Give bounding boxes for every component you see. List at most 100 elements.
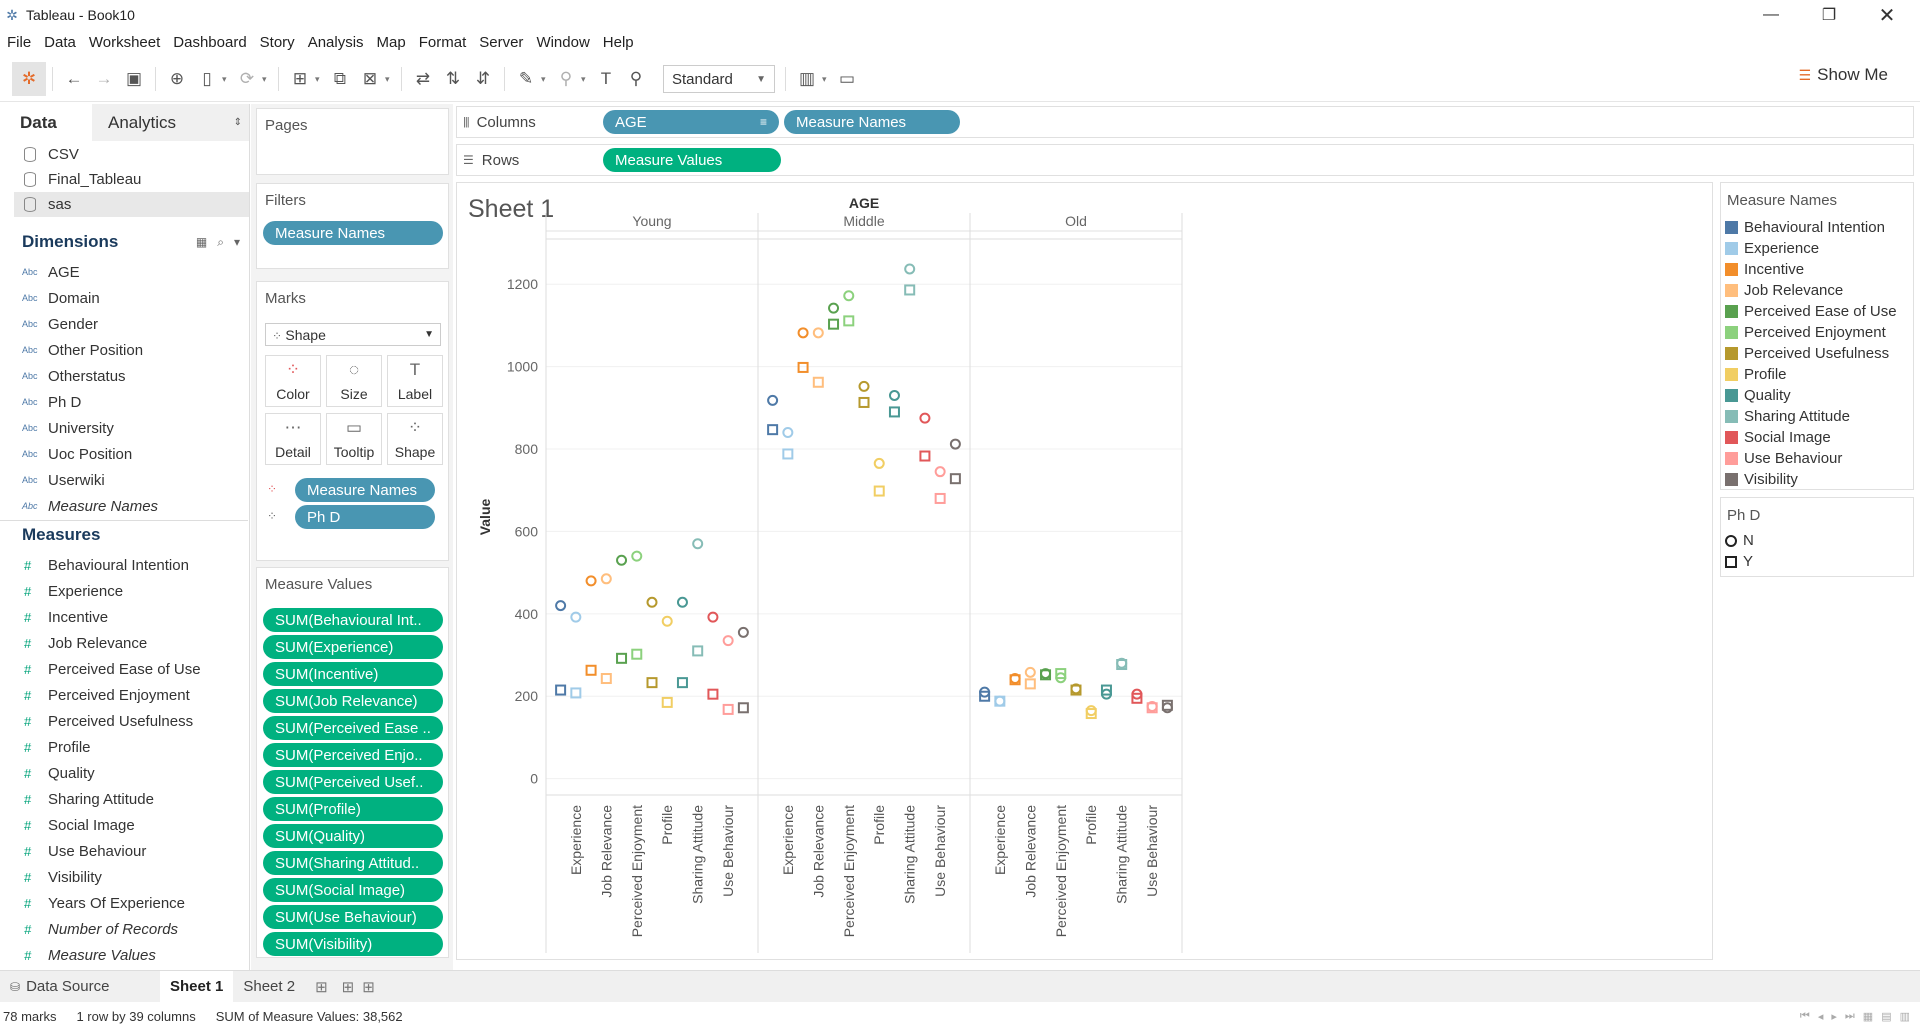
legend-item[interactable]: Perceived Usefulness [1721,343,1913,364]
legend-item[interactable]: Behavioural Intention [1721,217,1913,238]
datasource-item[interactable]: sas [14,192,250,217]
pin-axes-icon[interactable]: ⚲ [629,69,643,88]
mark-circle[interactable] [782,427,794,439]
mark-circle[interactable] [707,611,719,623]
measure-value-pill[interactable]: SUM(Experience) [263,635,443,659]
mark-circle[interactable] [616,554,628,566]
mark-square[interactable] [722,703,734,715]
measure-value-pill[interactable]: SUM(Behavioural Int.. [263,608,443,632]
columns-pill-age[interactable]: AGE ≡ [603,110,779,134]
mark-square[interactable] [949,473,961,485]
mark-square[interactable] [661,696,673,708]
measure-value-pill[interactable]: SUM(Profile) [263,797,443,821]
mark-circle[interactable] [585,575,597,587]
mark-circle[interactable] [858,380,870,392]
mark-square[interactable] [828,318,840,330]
close-icon[interactable]: ✕ [1878,4,1896,27]
mark-circle[interactable] [828,302,840,314]
legend-item[interactable]: Profile [1721,364,1913,385]
measure-value-pill[interactable]: SUM(Visibility) [263,932,443,956]
presentation-mode-icon[interactable]: ▭ [838,69,856,88]
mark-square[interactable] [858,396,870,408]
rows-shelf[interactable]: ☰ Rows Measure Values [456,144,1914,176]
mark-square[interactable] [646,677,658,689]
mark-circle[interactable] [737,626,749,638]
measure-value-pill[interactable]: SUM(Incentive) [263,662,443,686]
filter-pill-measure-names[interactable]: Measure Names [263,221,443,245]
mark-circle[interactable] [570,611,582,623]
group-members-icon[interactable]: ⚲ [559,69,573,88]
chevron-down-icon[interactable]: ▾ [233,234,240,249]
legend-item[interactable]: Sharing Attitude [1721,406,1913,427]
measure-field[interactable]: # Number of Records [0,916,250,942]
legend-item[interactable]: Perceived Enjoyment [1721,322,1913,343]
marks-pill-phd[interactable]: Ph D [295,505,435,529]
measure-field[interactable]: # Quality [0,760,250,786]
mark-square[interactable] [812,376,824,388]
measure-field[interactable]: # Incentive [0,604,250,630]
mark-circle[interactable] [994,695,1006,707]
mark-square[interactable] [570,687,582,699]
fit-dropdown[interactable]: Standard ▼ [663,65,775,93]
measure-field[interactable]: # Visibility [0,864,250,890]
mark-circle[interactable] [1085,705,1097,717]
new-data-source-icon[interactable]: ⊕ [169,69,185,88]
mark-square[interactable] [979,690,991,702]
measure-field[interactable]: # Sharing Attitude [0,786,250,812]
menu-story[interactable]: Story [259,33,295,51]
mark-square[interactable] [1116,659,1128,671]
tabs-view-icon[interactable]: ▥ [1899,1011,1910,1023]
mark-square[interactable] [888,406,900,418]
menu-format[interactable]: Format [418,33,467,51]
grid-view-icon[interactable]: ▦ [195,234,208,249]
undo-icon[interactable]: ← [65,69,83,88]
menu-server[interactable]: Server [479,33,524,51]
measure-field[interactable]: # Experience [0,578,250,604]
color-button[interactable]: ⁘ Color [265,355,321,407]
measure-value-pill[interactable]: SUM(Sharing Attitud.. [263,851,443,875]
mark-circle[interactable] [1024,666,1036,678]
mark-square[interactable] [737,702,749,714]
measure-field[interactable]: # Profile [0,734,250,760]
dimension-field[interactable]: Abc Other Position [0,337,250,363]
legend-item[interactable]: Experience [1721,238,1913,259]
mark-square[interactable] [1131,692,1143,704]
new-story-icon[interactable]: ⊞ [362,978,375,996]
measure-value-pill[interactable]: SUM(Use Behaviour) [263,905,443,929]
measure-value-pill[interactable]: SUM(Perceived Usef.. [263,770,443,794]
chevron-down-icon[interactable]: ▾ [262,73,267,84]
filmstrip-view-icon[interactable]: ▤ [1881,1011,1892,1023]
measure-field[interactable]: # Measure Values [0,942,250,968]
mark-square[interactable] [676,677,688,689]
mark-circle[interactable] [797,327,809,339]
mark-square[interactable] [555,684,567,696]
chevron-down-icon[interactable]: ▾ [222,73,227,84]
columns-pill-measure-names[interactable]: Measure Names [784,110,960,134]
rows-pill-measure-values[interactable]: Measure Values [603,148,781,172]
mark-square[interactable] [1040,669,1052,681]
mark-circle[interactable] [1161,702,1173,714]
measure-field[interactable]: # Social Image [0,812,250,838]
mark-circle[interactable] [722,635,734,647]
mark-square[interactable] [1055,668,1067,680]
show-me-button[interactable]: ☰ Show Me [1799,65,1888,85]
legend-item[interactable]: Use Behaviour [1721,448,1913,469]
measure-value-pill[interactable]: SUM(Job Relevance) [263,689,443,713]
menu-analysis[interactable]: Analysis [307,33,364,51]
chevron-down-icon[interactable]: ▾ [541,73,546,84]
mark-circle[interactable] [919,412,931,424]
mark-circle[interactable] [904,263,916,275]
menu-help[interactable]: Help [602,33,634,51]
legend-item-n[interactable]: N [1721,530,1913,551]
last-page-icon[interactable]: ⏭ [1844,1010,1855,1022]
menu-map[interactable]: Map [376,33,406,51]
dimension-field[interactable]: Abc Domain [0,285,250,311]
mark-square[interactable] [585,664,597,676]
mark-square[interactable] [1100,684,1112,696]
mark-square[interactable] [904,284,916,296]
chevron-down-icon[interactable]: ▾ [822,73,827,84]
mark-circle[interactable] [934,466,946,478]
mark-square[interactable] [1161,699,1173,711]
dimension-field[interactable]: Abc Userwiki [0,467,250,493]
next-page-icon[interactable]: ▸ [1831,1011,1837,1023]
